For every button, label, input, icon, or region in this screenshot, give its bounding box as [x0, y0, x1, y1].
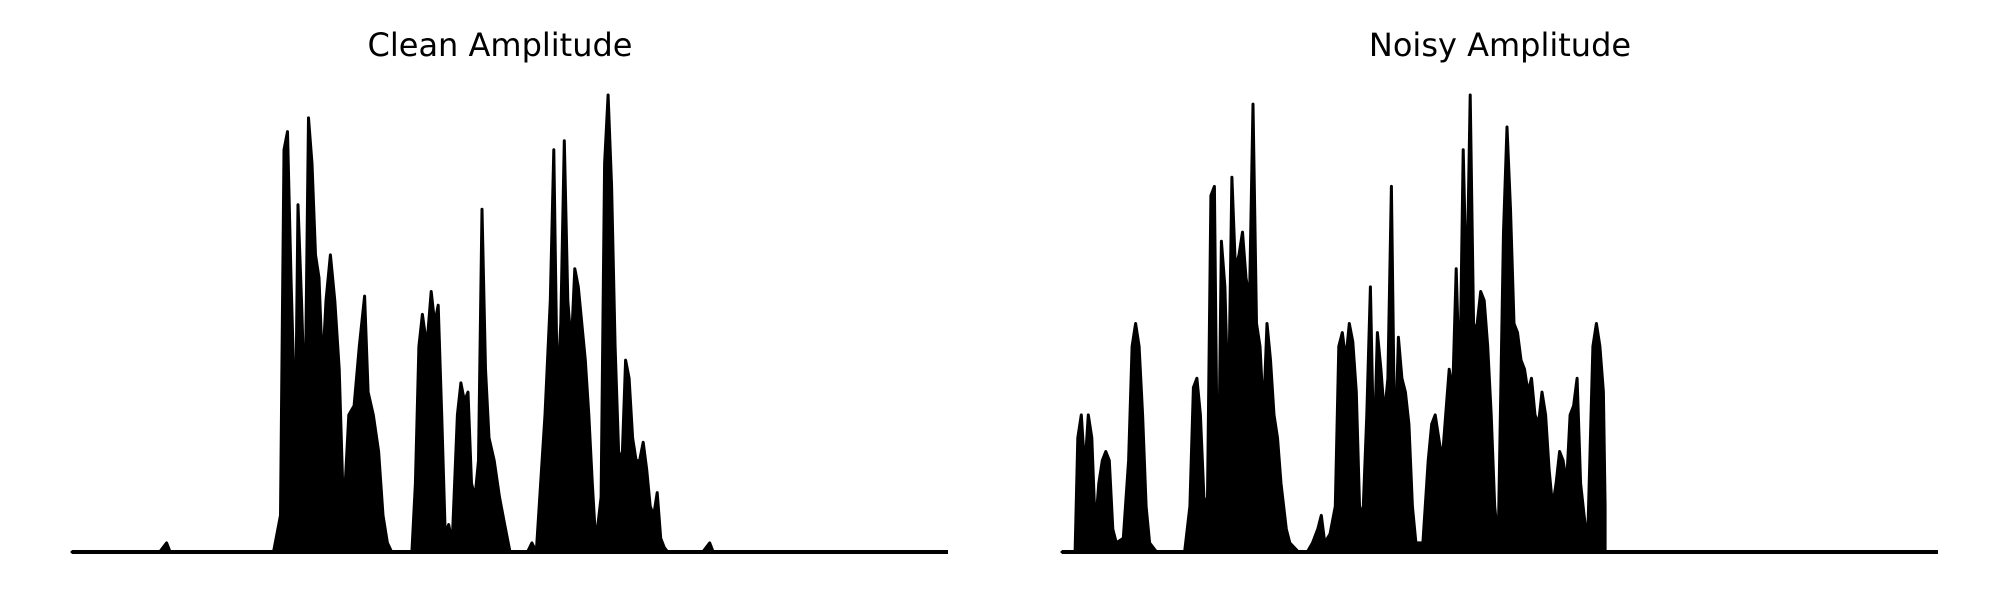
noisy-amplitude-panel: Noisy Amplitude — [1000, 0, 2000, 600]
clean-amplitude-plot — [70, 93, 948, 554]
noisy-amplitude-area — [1060, 93, 1607, 554]
clean-amplitude-title: Clean Amplitude — [367, 26, 633, 64]
clean-amplitude-panel: Clean Amplitude — [70, 26, 948, 554]
clean-amplitude-area — [70, 93, 744, 554]
noisy-amplitude-plot — [1060, 93, 1938, 554]
noisy-amplitude-title: Noisy Amplitude — [1368, 26, 1632, 64]
